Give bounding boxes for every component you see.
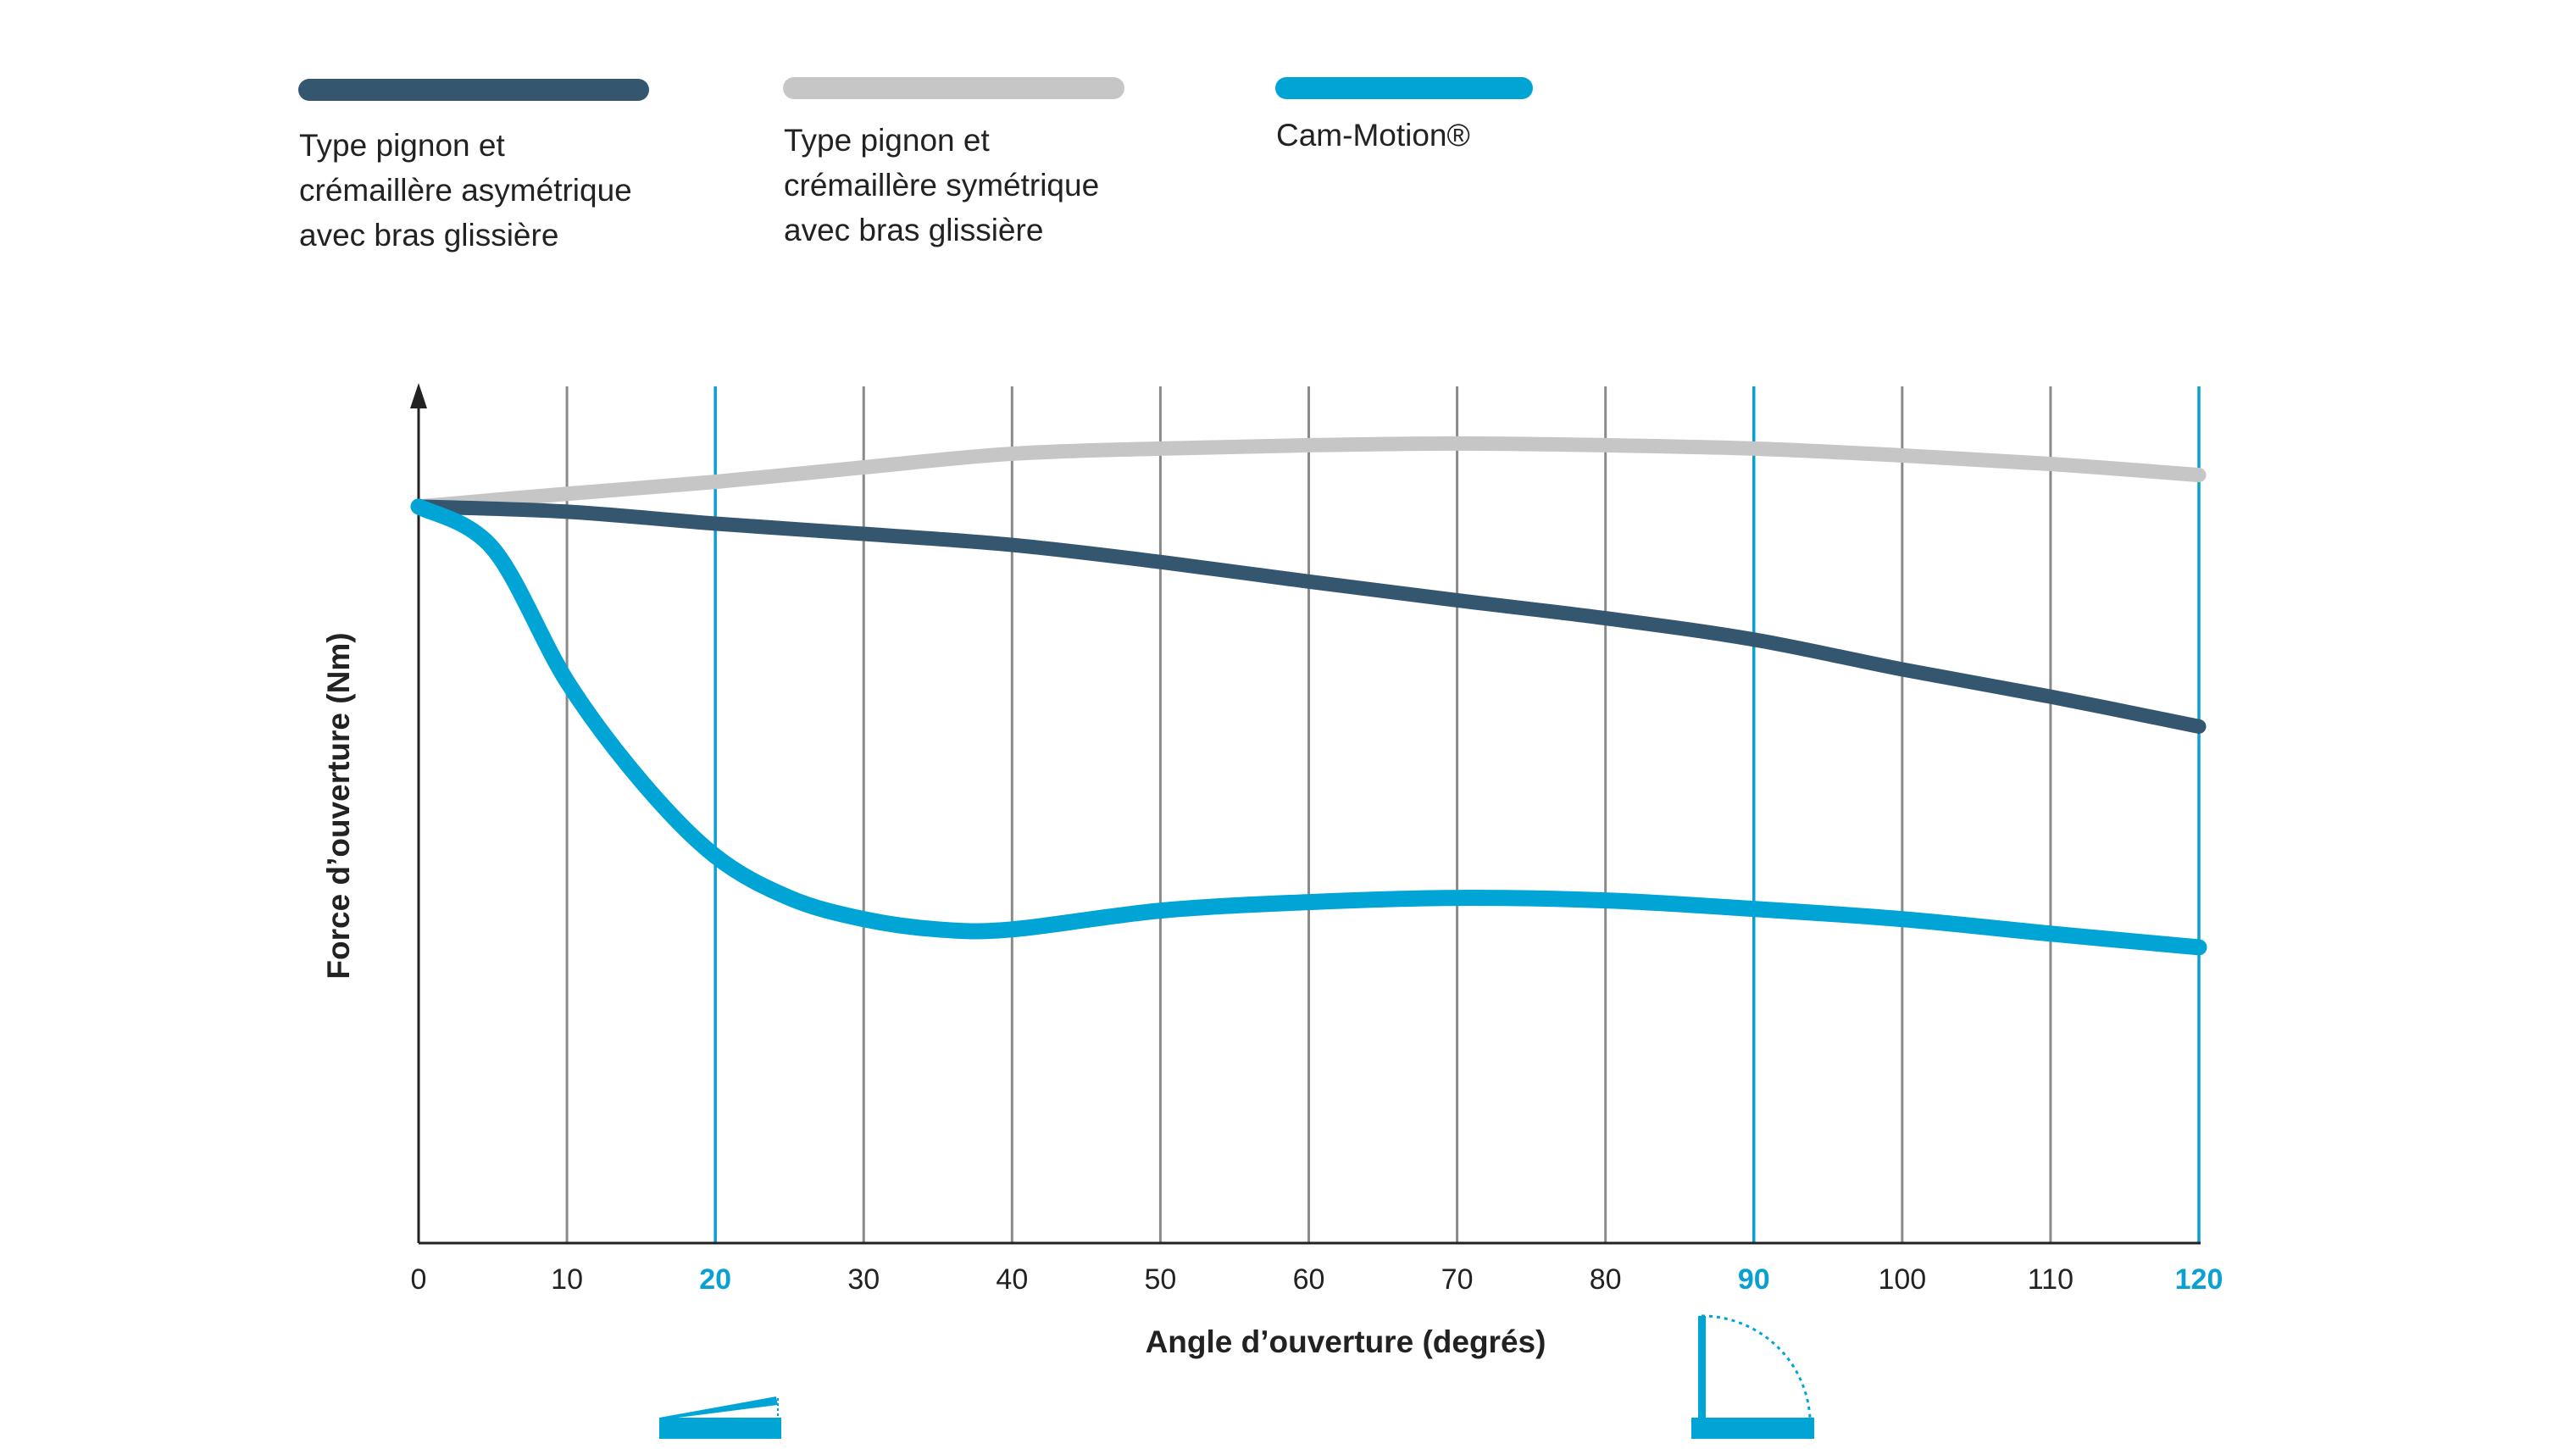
series-lines (410, 436, 2207, 956)
legend: Type pignon et crémaillère asymétrique ave… (298, 77, 1533, 253)
x-tick-label-50: 50 (1145, 1263, 1177, 1296)
x-tick-label-110: 110 (2028, 1263, 2074, 1296)
axes: Force d’ouverture (Nm) Angle d’ouverture… (321, 383, 2201, 1359)
x-tick-label-40: 40 (996, 1263, 1028, 1296)
legend-label: Type pignon et (299, 128, 505, 163)
ninety-degree-opening-icon (1691, 1314, 1814, 1439)
y-axis-arrow-icon (410, 383, 427, 408)
grid (565, 386, 2201, 1243)
x-tick-label-90: 90 (1738, 1263, 1770, 1296)
x-tick-labels: 0 10 20 30 40 50 60 70 80 90 100 110 120 (411, 1263, 2223, 1296)
series-cam-motion-line (410, 498, 2207, 956)
small-opening-icon (659, 1396, 781, 1439)
legend-label: crémaillère symétrique (784, 168, 1099, 203)
x-tick-label-120: 120 (2175, 1263, 2223, 1296)
x-tick-label-80: 80 (1590, 1263, 1622, 1296)
legend-item-1: Type pignon et crémaillère symétrique avec… (783, 77, 1124, 247)
legend-label: avec bras glissière (299, 218, 558, 253)
x-tick-label-0: 0 (411, 1263, 427, 1296)
x-axis-label: Angle d’ouverture (degrés) (1146, 1324, 1546, 1359)
x-tick-label-30: 30 (847, 1263, 880, 1296)
legend-label: Cam-Motion® (1276, 118, 1470, 153)
x-tick-label-60: 60 (1293, 1263, 1325, 1296)
legend-label: crémaillère asymétrique (299, 173, 632, 208)
x-tick-label-70: 70 (1441, 1263, 1474, 1296)
series-symmetric-line (411, 436, 2207, 514)
x-tick-label-10: 10 (551, 1263, 583, 1296)
series-asymmetric-line (411, 499, 2207, 734)
legend-label: avec bras glissière (784, 213, 1043, 247)
x-tick-label-20: 20 (699, 1263, 731, 1296)
legend-item-0: Type pignon et crémaillère asymétrique ave… (298, 79, 649, 253)
legend-item-2: Cam-Motion® (1275, 77, 1533, 153)
y-axis-label: Force d’ouverture (Nm) (321, 632, 356, 979)
x-tick-label-100: 100 (1878, 1263, 1926, 1296)
legend-label: Type pignon et (784, 123, 990, 158)
